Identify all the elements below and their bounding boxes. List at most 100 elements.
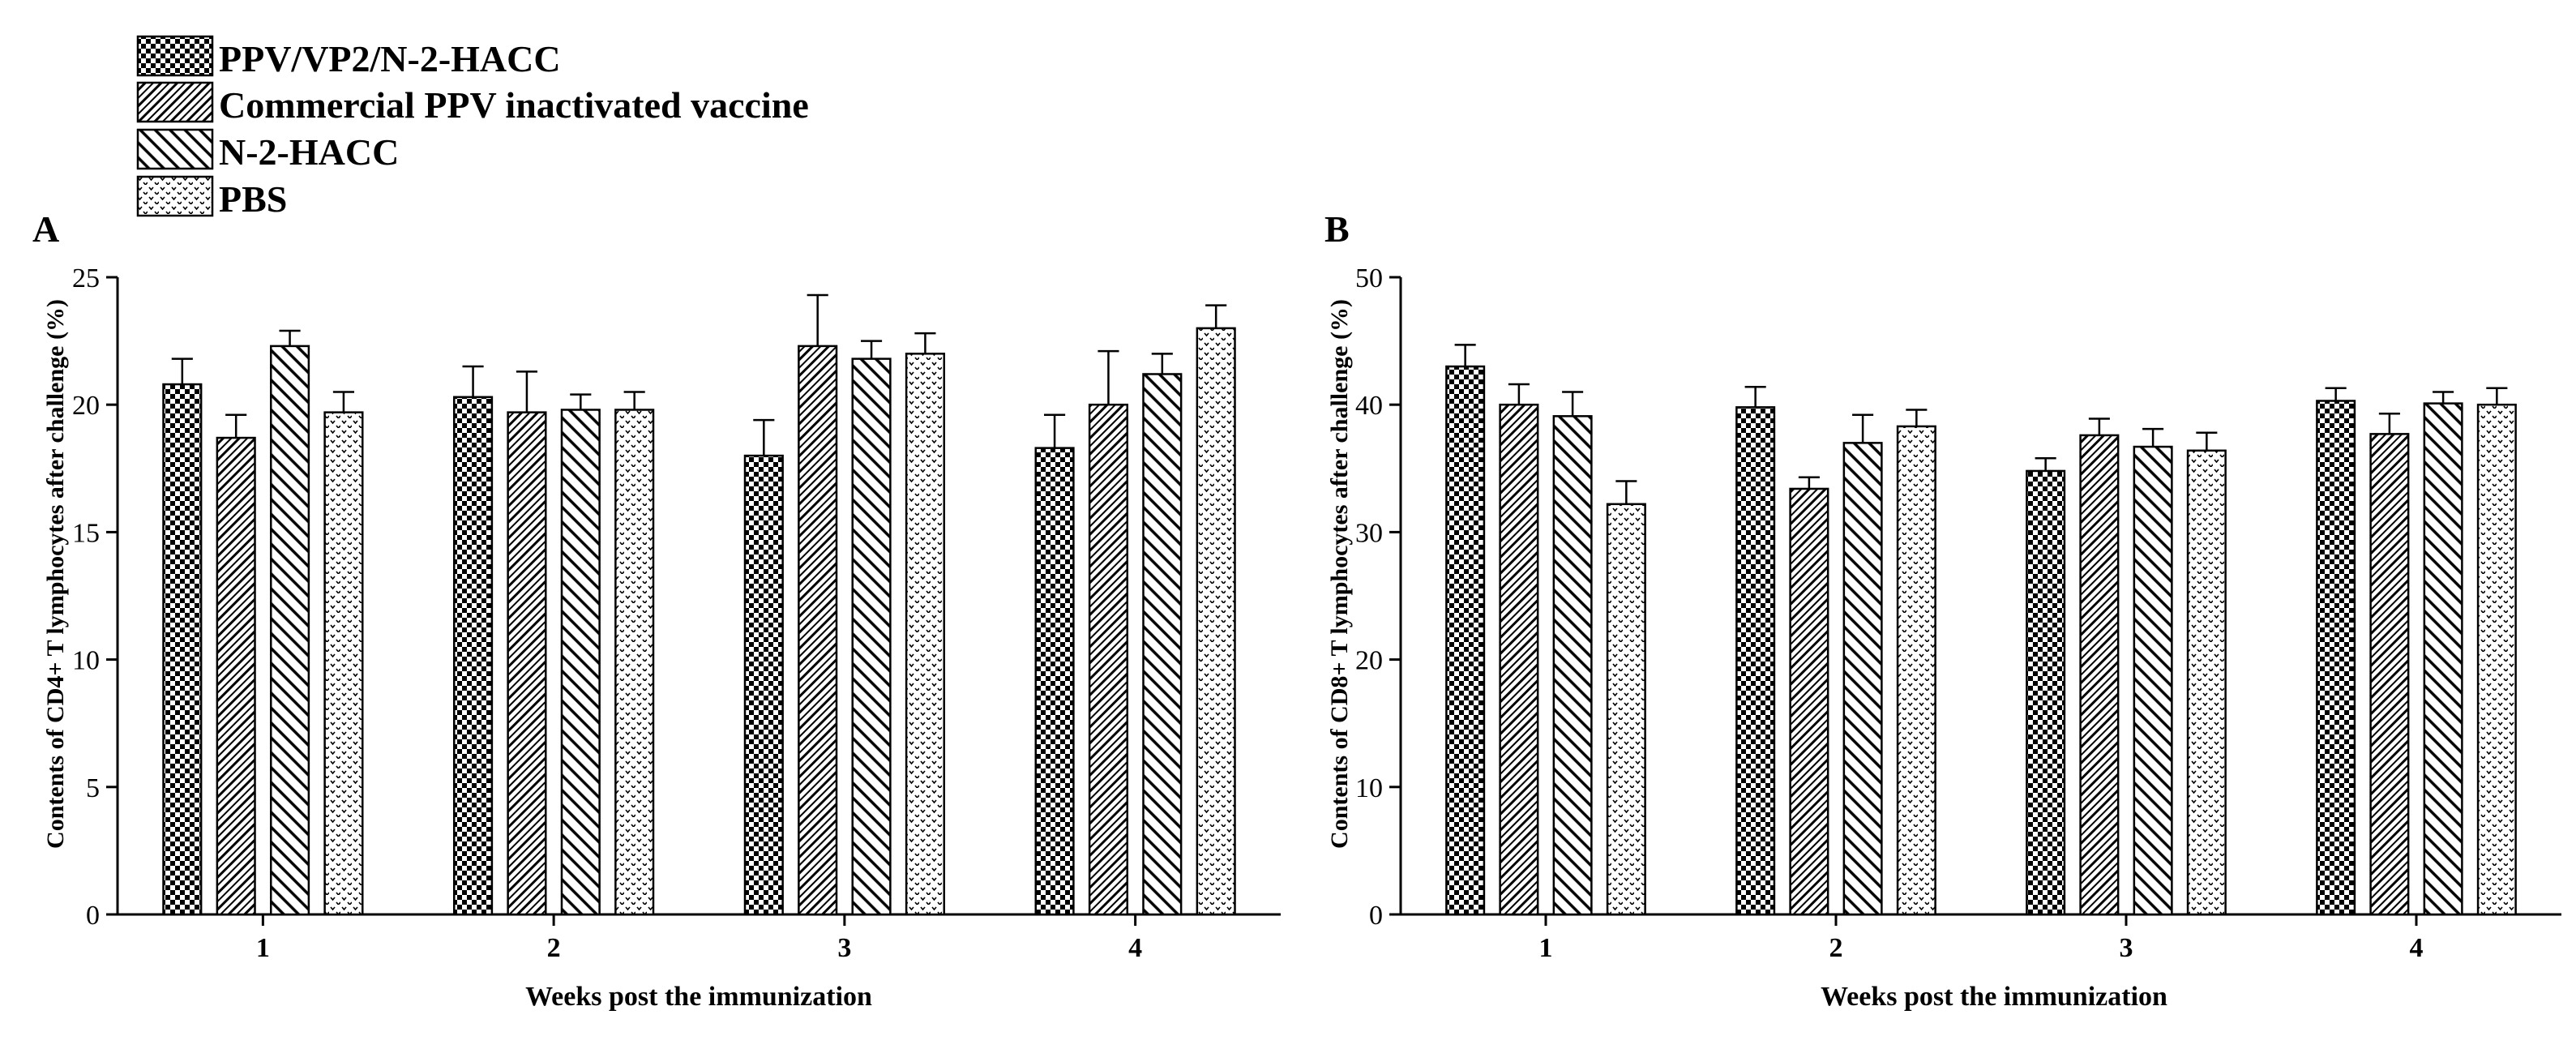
bar-hacc-week-4	[2423, 402, 2463, 916]
error-bar-pbs-week-1	[332, 391, 354, 413]
error-bar-hacc-week-2	[1852, 413, 1874, 443]
error-bar-commercial-week-4	[2378, 412, 2400, 435]
y-tick-label: 0	[86, 901, 100, 931]
panel-a: A Contents of CD4+ T lymphocytes after c…	[32, 208, 1281, 1012]
x-tick-label: 4	[2410, 933, 2424, 963]
legend-label: Commercial PPV inactivated vaccine	[219, 84, 809, 126]
bar-pbs-week-3	[905, 353, 945, 916]
error-bar-hacc-week-3	[861, 340, 883, 359]
bar-ppv-week-2	[453, 396, 494, 916]
x-axis-title: Weeks post the immunization	[525, 982, 872, 1012]
legend-swatch-dots	[136, 175, 214, 217]
bar-hacc-week-1	[1552, 415, 1593, 916]
error-bar-commercial-week-3	[807, 293, 828, 346]
error-bar-pbs-week-2	[623, 391, 645, 410]
legend-swatch-hatch	[136, 128, 214, 170]
bar-pbs-week-2	[614, 409, 655, 916]
y-axis-title: Contents of CD8+ T lymphocytes after cha…	[1326, 299, 1353, 849]
bar-ppv-week-3	[2026, 469, 2066, 916]
bar-ppv-week-4	[2316, 400, 2356, 916]
panel-b: B Contents of CD8+ T lymphocytes after c…	[1324, 208, 2561, 1012]
panel-label: B	[1324, 208, 1350, 250]
bar-pbs-week-3	[2186, 449, 2227, 916]
error-bar-ppv-week-3	[753, 418, 775, 456]
error-bar-ppv-week-1	[1454, 344, 1476, 367]
bar-hacc-week-4	[1142, 373, 1183, 916]
error-bar-hacc-week-2	[570, 393, 592, 410]
y-tick-label: 10	[1355, 773, 1383, 803]
bar-commercial-week-4	[2369, 433, 2410, 916]
x-tick-label: 3	[837, 933, 851, 963]
y-tick-label: 15	[72, 518, 100, 548]
y-tick-label: 0	[1369, 901, 1383, 931]
legend-item-commercial: Commercial PPV inactivated vaccine	[136, 81, 809, 126]
error-bar-pbs-week-2	[1906, 409, 1928, 426]
error-bar-commercial-week-1	[225, 413, 247, 439]
bar-hacc-week-2	[1842, 442, 1883, 916]
x-tick-label: 1	[1539, 933, 1553, 963]
bar-hacc-week-3	[2133, 445, 2173, 916]
error-bar-hacc-week-1	[1562, 391, 1584, 417]
legend-item-ppv: PPV/VP2/N-2-HACC	[136, 35, 561, 79]
error-bar-ppv-week-4	[2325, 387, 2347, 401]
bar-ppv-week-4	[1034, 447, 1075, 916]
bar-commercial-week-2	[507, 411, 547, 916]
bar-pbs-week-4	[1196, 327, 1236, 916]
x-axis-title: Weeks post the immunization	[1821, 982, 2167, 1012]
error-bar-commercial-week-2	[1798, 476, 1820, 489]
legend-label: PPV/VP2/N-2-HACC	[219, 38, 561, 79]
error-bar-commercial-week-2	[516, 370, 537, 413]
y-axis-title: Contents of CD4+ T lymphocytes after cha…	[42, 299, 69, 849]
panel-label: A	[32, 208, 59, 250]
bar-pbs-week-1	[323, 411, 364, 916]
legend-label: N-2-HACC	[219, 131, 399, 173]
error-bar-hacc-week-4	[1151, 353, 1173, 375]
bar-hacc-week-3	[851, 358, 892, 916]
x-tick-label: 3	[2120, 933, 2133, 963]
bar-hacc-week-1	[269, 345, 310, 916]
error-bar-commercial-week-1	[1508, 383, 1530, 405]
error-bar-hacc-week-3	[2142, 427, 2164, 447]
bar-ppv-week-2	[1735, 406, 1776, 916]
legend: PPV/VP2/N-2-HACC Commercial PPV inactiva…	[136, 35, 809, 220]
error-bar-commercial-week-4	[1098, 349, 1119, 405]
error-bar-ppv-week-3	[2035, 456, 2056, 471]
bar-pbs-week-1	[1606, 503, 1646, 916]
bar-ppv-week-3	[743, 454, 784, 916]
x-tick-label: 4	[1128, 933, 1142, 963]
y-tick-label: 50	[1355, 263, 1383, 293]
bar-commercial-week-4	[1088, 403, 1129, 916]
bar-pbs-week-4	[2476, 403, 2517, 916]
bar-hacc-week-2	[560, 409, 601, 916]
bar-commercial-week-2	[1789, 487, 1829, 916]
error-bar-ppv-week-4	[1044, 413, 1066, 448]
error-bar-pbs-week-3	[914, 332, 936, 354]
bar-commercial-week-1	[1499, 403, 1539, 916]
legend-swatch-checker	[136, 35, 214, 77]
bar-commercial-week-1	[216, 436, 256, 916]
legend-swatch-zigzag	[136, 81, 214, 123]
plot-area: 0 5 10 15 20 25 1 2 3 4	[72, 263, 1281, 963]
bar-commercial-week-3	[2079, 434, 2120, 916]
legend-item-hacc: N-2-HACC	[136, 128, 399, 173]
error-bar-pbs-week-3	[2196, 431, 2218, 451]
y-tick-label: 20	[1355, 646, 1383, 676]
legend-item-pbs: PBS	[136, 175, 287, 220]
error-bar-hacc-week-4	[2433, 391, 2454, 404]
y-tick-label: 5	[86, 773, 100, 803]
bar-ppv-week-1	[162, 383, 203, 916]
x-tick-label: 2	[1829, 933, 1843, 963]
error-bar-ppv-week-1	[171, 358, 193, 385]
error-bar-hacc-week-1	[279, 329, 301, 346]
x-tick-label: 2	[547, 933, 561, 963]
error-bar-ppv-week-2	[462, 365, 484, 397]
error-bar-ppv-week-2	[1744, 385, 1766, 408]
bar-pbs-week-2	[1896, 425, 1936, 916]
x-tick-label: 1	[256, 933, 270, 963]
y-tick-label: 40	[1355, 391, 1383, 421]
y-tick-label: 30	[1355, 518, 1383, 548]
error-bar-pbs-week-4	[1205, 304, 1227, 328]
error-bar-pbs-week-1	[1615, 480, 1637, 504]
error-bar-pbs-week-4	[2486, 387, 2508, 405]
y-tick-label: 20	[72, 391, 100, 421]
